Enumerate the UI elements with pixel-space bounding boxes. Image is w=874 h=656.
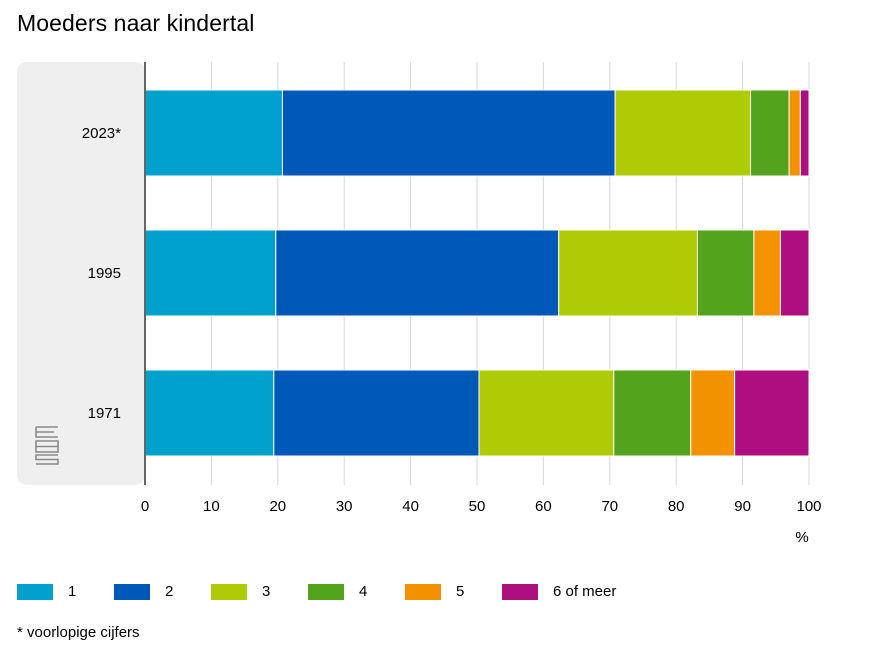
category-label: 2023* (82, 125, 121, 142)
x-tick-label: 0 (141, 498, 149, 515)
legend: 1 2 3 4 5 6 of meer (17, 583, 642, 600)
legend-item: 3 (211, 583, 308, 600)
legend-item: 2 (114, 583, 211, 600)
legend-item: 4 (308, 583, 405, 600)
legend-label: 3 (262, 583, 271, 600)
bar-segment (275, 229, 560, 317)
x-tick-label: 60 (535, 498, 552, 515)
x-tick-label: 20 (269, 498, 286, 515)
category-panel (17, 62, 145, 485)
legend-item: 5 (405, 583, 502, 600)
x-tick-label: 10 (203, 498, 220, 515)
bar-segment (750, 89, 790, 177)
bar-segment (273, 369, 480, 457)
bar-segment (753, 229, 781, 317)
legend-label: 4 (359, 583, 368, 600)
legend-swatch (502, 583, 538, 600)
cbs-logo-icon (34, 425, 60, 470)
category-label: 1995 (88, 265, 121, 282)
bar-segment (696, 229, 755, 317)
bars (144, 89, 810, 457)
bar-segment (788, 89, 801, 177)
legend-swatch (17, 583, 53, 600)
x-tick-label: 40 (402, 498, 419, 515)
x-tick-label: 50 (469, 498, 486, 515)
bar-segment (799, 89, 810, 177)
bar-segment (144, 369, 275, 457)
x-tick-label: 100 (796, 498, 821, 515)
x-tick-label: 80 (668, 498, 685, 515)
legend-label: 2 (165, 583, 174, 600)
bar-segment (558, 229, 698, 317)
x-tick-labels: 0 10 20 30 40 50 60 70 80 90 100 (141, 498, 822, 515)
bar-segment (478, 369, 615, 457)
bar-segment (690, 369, 736, 457)
legend-swatch (114, 583, 150, 600)
legend-label: 6 of meer (553, 583, 617, 600)
x-tick-label: 90 (734, 498, 751, 515)
chart-title: Moeders naar kindertal (17, 10, 255, 36)
legend-swatch (211, 583, 247, 600)
legend-item: 6 of meer (502, 583, 642, 600)
legend-swatch (308, 583, 344, 600)
bar-segment (614, 89, 752, 177)
bar-segment (144, 229, 277, 317)
legend-swatch (405, 583, 441, 600)
bar-chart: 2023* 1995 1971 0 10 20 30 40 50 60 70 80 90 100 % (17, 62, 822, 546)
bar-segment (144, 89, 283, 177)
x-axis-unit-label: % (795, 529, 808, 546)
bar-segment (734, 369, 810, 457)
legend-label: 1 (68, 583, 77, 600)
bar-segment (779, 229, 810, 317)
legend-item: 1 (17, 583, 114, 600)
footnote: * voorlopige cijfers (17, 624, 140, 641)
bar-segment (281, 89, 616, 177)
x-tick-label: 30 (336, 498, 353, 515)
legend-label: 5 (456, 583, 465, 600)
bar-segment (613, 369, 692, 457)
category-labels: 2023* 1995 1971 (82, 125, 121, 422)
category-label: 1971 (88, 405, 121, 422)
x-tick-label: 70 (601, 498, 618, 515)
